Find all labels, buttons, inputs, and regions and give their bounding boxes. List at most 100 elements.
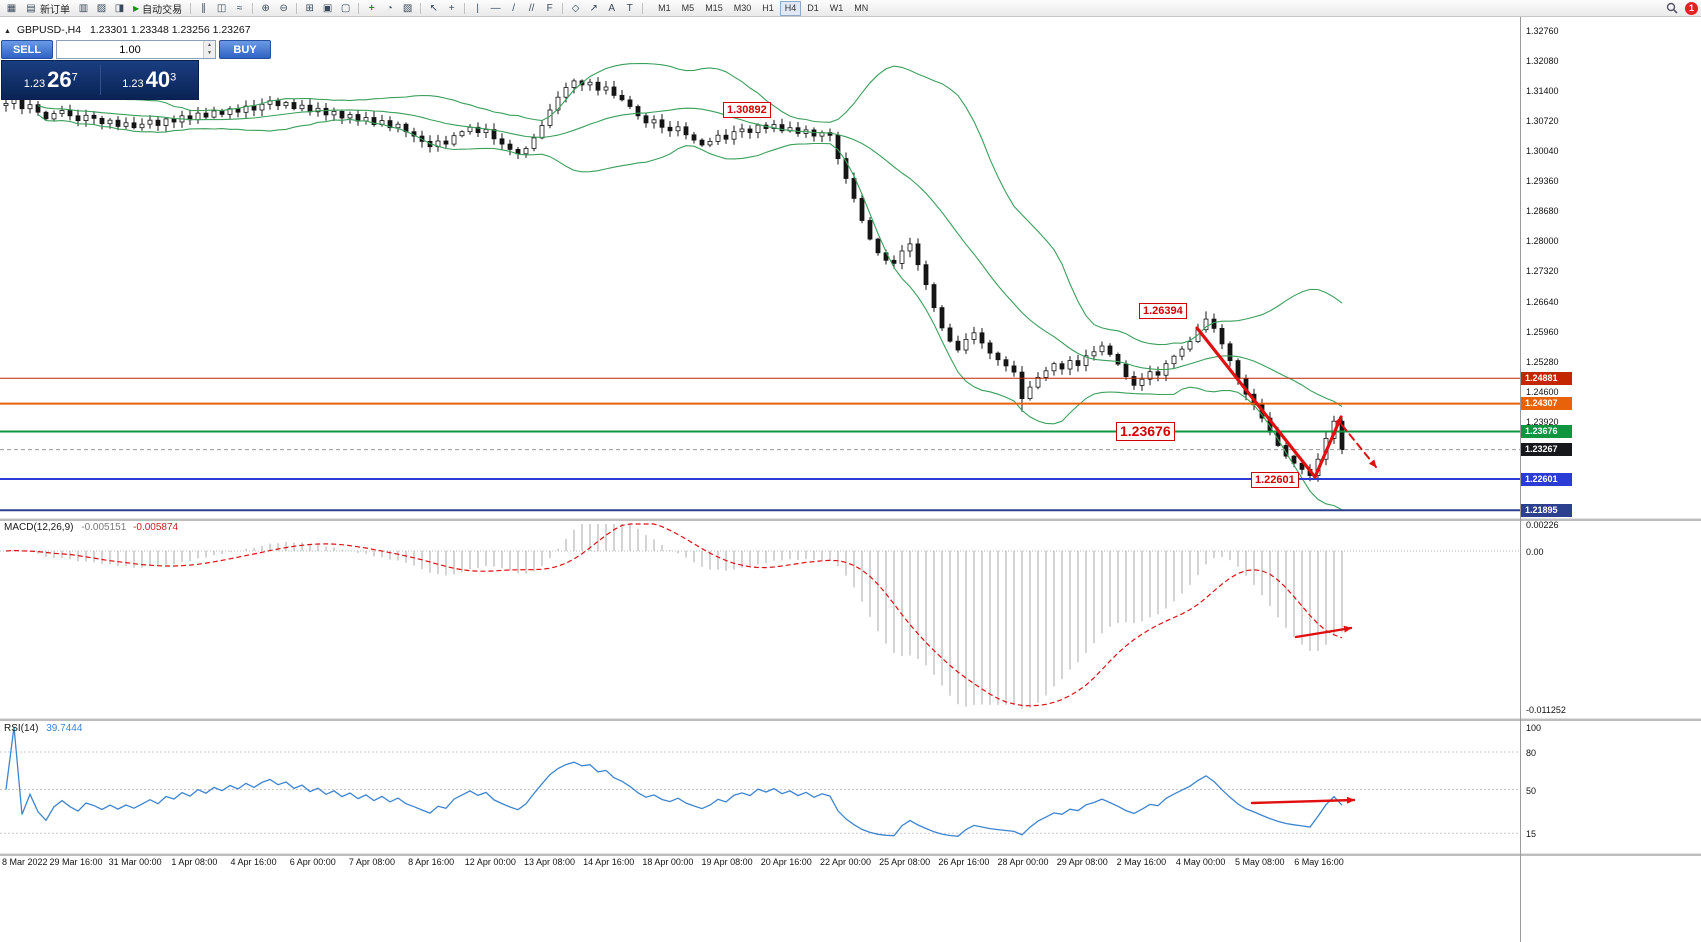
panel-separator[interactable] [0,518,1701,521]
symbol-period-label: GBPUSD-,H4 [16,24,82,36]
horizontal-line-icon[interactable]: — [490,2,501,14]
price-tick-label: 1.28000 [1526,236,1559,247]
bollinger-upper[interactable] [37,63,1343,346]
lot-up-icon[interactable]: ▲ [207,42,212,48]
new-order-button[interactable]: ▤ 新订单 [21,1,74,16]
buy-price-big: 40 [145,67,171,92]
timeframe-m5[interactable]: M5 [681,2,695,13]
drawn-arrow[interactable] [1294,625,1353,639]
market-watch-icon[interactable]: ▥ [78,2,89,14]
time-axis-label: 26 Apr 16:00 [938,857,990,867]
timeframe-group: M1 M5 M15 M30 H1 H4 D1 W1 MN [653,0,873,16]
notification-badge[interactable]: 1 [1685,2,1698,15]
navigator-icon[interactable]: ◨ [114,2,125,14]
lot-size-input[interactable] [57,41,203,58]
sell-price-sup: 7 [71,71,78,84]
timeframe-h1[interactable]: H1 [762,2,774,13]
toolbar: ▦ ▤ 新订单 ▥ ▨ ◨ ▶ 自动交易 ∥ ◫ ≈ ⊕ ⊖ ⊞ ▣ ▢ + ◔… [0,0,1701,17]
buy-price[interactable]: 1.23403 [101,67,199,93]
indicators-icon[interactable]: + [368,2,375,14]
drawn-arrow[interactable] [1250,796,1356,805]
drawn-arrow[interactable] [1313,415,1343,479]
rsi-value: 39.7444 [46,723,83,734]
candlestick-chart-icon[interactable]: ◫ [216,2,227,14]
price-tick-label: 1.23920 [1526,416,1559,427]
price-axis[interactable] [1520,17,1521,942]
bar-chart-icon[interactable]: ∥ [201,2,207,14]
fibonacci-icon[interactable]: F [546,2,553,14]
rsi-header: RSI(14) 39.7444 [4,723,82,734]
crosshair-icon[interactable]: + [448,2,455,14]
time-axis-label: 20 Apr 16:00 [760,857,812,867]
cursor-icon[interactable]: ↖ [429,2,438,14]
timeframe-m15[interactable]: M15 [705,2,723,13]
one-click-trading-panel: SELL ▲ ▼ BUY 1.23267 1.23403 [1,40,271,100]
time-axis-label: 13 Apr 08:00 [523,857,576,867]
toolbar-separator [296,2,298,14]
price-callout[interactable]: 1.22601 [1251,472,1299,488]
time-axis-label: 2 May 16:00 [1116,857,1167,867]
arrows-tool-icon[interactable]: ↗ [589,2,598,14]
timeframe-m30[interactable]: M30 [733,2,752,13]
drawn-arrow[interactable] [1195,326,1317,479]
timeframe-d1[interactable]: D1 [807,2,819,13]
buy-button[interactable]: BUY [219,40,271,59]
ohlc-values: 1.23301 1.23348 1.23256 1.23267 [89,24,251,36]
toolbar-separator [190,2,192,14]
price-callout[interactable]: 1.23676 [1116,422,1175,441]
timeframe-m1[interactable]: M1 [658,2,671,13]
tile-windows-icon[interactable]: ⊞ [305,2,314,14]
lot-spinner: ▲ ▼ [203,41,215,58]
text-label-icon[interactable]: T [626,2,633,14]
time-axis-label: 18 Apr 00:00 [642,857,694,867]
price-tag: 1.21895 [1521,503,1572,517]
price-callout[interactable]: 1.26394 [1139,303,1187,319]
vertical-line-icon[interactable]: | [476,2,479,14]
search-icon[interactable] [1663,1,1680,16]
collapse-triangle-icon[interactable]: ▲ [4,28,11,35]
timeframe-mn[interactable]: MN [854,2,869,13]
sell-price[interactable]: 1.23267 [2,67,100,93]
periods-icon[interactable]: ◔ [386,2,393,14]
time-axis-label: 8 Apr 16:00 [408,857,455,867]
data-window-icon[interactable]: ▨ [96,2,107,14]
price-tick-label: 1.28680 [1526,206,1559,217]
text-icon[interactable]: A [608,2,615,14]
drawn-arrow[interactable] [1341,424,1377,468]
lot-down-icon[interactable]: ▼ [207,50,212,56]
arrange-windows-icon[interactable]: ▢ [340,2,351,14]
line-chart-icon[interactable]: ≈ [236,2,243,14]
price-tick-label: 1.32080 [1526,56,1559,67]
autotrade-button[interactable]: ▶ 自动交易 [129,1,186,16]
bollinger-middle[interactable] [37,105,1343,407]
templates-icon[interactable]: ▧ [402,2,413,14]
timeframe-h4[interactable]: H4 [779,0,802,16]
panel-separator[interactable] [0,718,1701,721]
zoom-in-icon[interactable]: ⊕ [261,2,270,14]
timeframe-w1[interactable]: W1 [829,2,844,13]
price-tag: 1.22601 [1521,472,1572,486]
cascade-windows-icon[interactable]: ▣ [322,2,333,14]
zoom-out-icon[interactable]: ⊖ [279,2,288,14]
shapes-icon[interactable]: ◇ [571,2,580,14]
time-axis-label: 4 May 00:00 [1175,857,1226,867]
price-callout[interactable]: 1.30892 [723,102,771,118]
chart-window-icon[interactable]: ▦ [6,2,17,14]
toolbar-separator [562,2,564,14]
rsi-axis-label: 80 [1526,748,1537,758]
time-axis-label: 19 Apr 08:00 [701,857,753,867]
macd-signal-line[interactable] [5,523,1343,707]
sell-button[interactable]: SELL [1,40,53,59]
trendline-icon[interactable]: / [512,2,516,14]
time-axis-label: 4 Apr 16:00 [230,857,277,867]
channel-icon[interactable]: // [528,2,535,14]
buy-price-prefix: 1.23 [122,78,144,90]
macd-axis-zero: 0.00 [1526,547,1544,557]
rsi-line[interactable] [5,726,1343,837]
bollinger-lower[interactable] [37,114,1343,511]
lot-size-box[interactable]: ▲ ▼ [56,40,216,59]
time-axis-label: 5 May 08:00 [1235,857,1285,867]
time-axis-label: 14 Apr 16:00 [583,857,635,867]
panel-separator[interactable] [0,853,1701,856]
